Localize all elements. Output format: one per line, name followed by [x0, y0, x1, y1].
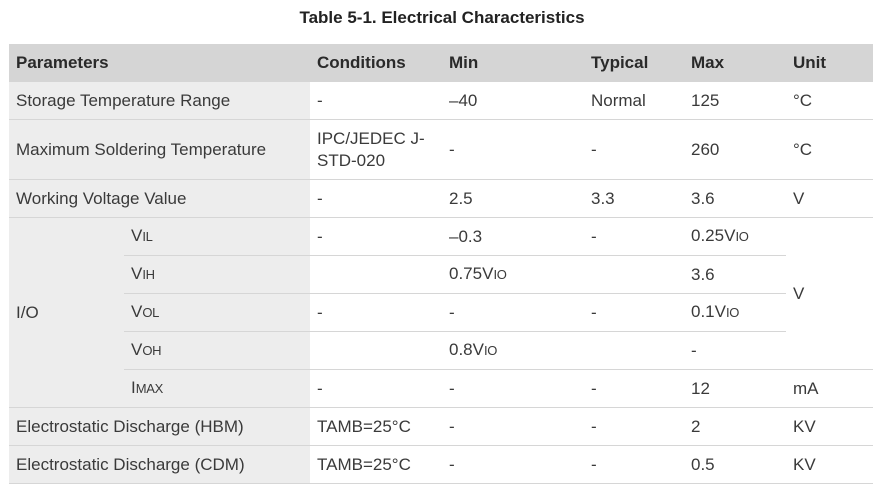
unit-cell: mA [786, 369, 873, 408]
symbol-cell-main: V [131, 302, 143, 321]
max-cell: 0.5 [684, 445, 786, 484]
typical-cell [584, 255, 684, 294]
unit-cell: °C [786, 82, 873, 120]
typical-cell: - [584, 369, 684, 408]
column-header: Parameters [9, 44, 310, 82]
table-title: Table 5-1. Electrical Characteristics [299, 8, 585, 27]
max-cell: 0.25VIO [684, 217, 786, 256]
typical-cell: - [584, 119, 684, 180]
column-header: Typical [584, 44, 684, 82]
unit-cell: °C [786, 119, 873, 180]
symbol-cell: VIL [124, 217, 310, 256]
max-cell-sub: IO [725, 305, 740, 320]
symbol-cell-sub: OL [142, 305, 160, 320]
max-cell: 125 [684, 82, 786, 120]
typical-cell [584, 331, 684, 370]
parameter-cell: Storage Temperature Range [9, 82, 310, 120]
conditions-cell: - [310, 82, 442, 120]
typical-cell: - [584, 293, 684, 332]
max-cell: 0.1VIO [684, 293, 786, 332]
min-cell: 0.8VIO [442, 331, 584, 370]
min-cell-sub: IO [483, 343, 498, 358]
symbol-cell-sub: MAX [135, 381, 164, 396]
symbol-cell: IMAX [124, 369, 310, 408]
min-cell: –40 [442, 82, 584, 120]
column-header: Min [442, 44, 584, 82]
parameter-cell: Maximum Soldering Temperature [9, 119, 310, 180]
symbol-cell: VIH [124, 255, 310, 294]
min-cell: - [442, 407, 584, 446]
min-cell: - [442, 369, 584, 408]
typical-cell: - [584, 445, 684, 484]
conditions-cell: - [310, 369, 442, 408]
io-row: VIH 0.75VIO 3.6 [9, 255, 873, 294]
column-header: Conditions [310, 44, 442, 82]
column-header: Unit [786, 44, 873, 82]
table-row: Working Voltage Value -2.5 3.3 3.6 V [9, 179, 873, 218]
unit-cell: V [786, 217, 873, 370]
typical-cell: Normal [584, 82, 684, 120]
io-row: IMAX - - -12 mA [9, 369, 873, 408]
symbol-cell-main: V [131, 264, 143, 283]
column-header: Max [684, 44, 786, 82]
io-row: VOH 0.8VIO - [9, 331, 873, 370]
table-row: Electrostatic Discharge (HBM) TAMB=25°C - -… [9, 407, 873, 446]
min-cell: - [442, 119, 584, 180]
min-cell-sub: IO [493, 267, 507, 282]
header-row: Parameters Conditions Min Typical Max Unit [9, 44, 873, 82]
table-row: Electrostatic Discharge (CDM) TAMB=25°C - -… [9, 445, 873, 484]
min-cell: - [442, 445, 584, 484]
unit-cell: KV [786, 407, 873, 446]
max-cell: 2 [684, 407, 786, 446]
max-cell: 12 [684, 369, 786, 408]
unit-cell: V [786, 179, 873, 218]
symbol-cell-sub: IH [142, 267, 155, 282]
conditions-cell: TAMB=25°C [310, 445, 442, 484]
max-cell: 260 [684, 119, 786, 180]
symbol-cell: VOH [124, 331, 310, 370]
symbol-cell-main: V [131, 340, 143, 359]
symbol-cell: VOL [124, 293, 310, 332]
max-cell: 3.6 [684, 255, 786, 294]
max-cell-main: 0.1V [691, 302, 726, 321]
conditions-cell: - [310, 179, 442, 218]
max-cell: 3.6 [684, 179, 786, 218]
max-cell-sub: IO [735, 229, 749, 244]
min-cell-main: 0.75V [449, 264, 494, 283]
parameter-cell: Electrostatic Discharge (HBM) [9, 407, 310, 446]
conditions-cell: IPC/JEDEC J-STD-020 [310, 119, 442, 180]
min-cell: –0.3 [442, 217, 584, 256]
conditions-cell: - [310, 217, 442, 256]
max-cell: - [684, 331, 786, 370]
max-cell-main: 0.25V [691, 226, 736, 245]
conditions-cell [310, 255, 442, 294]
spec-table: Parameters Conditions Min Typical Max Unit Sto… [9, 44, 873, 484]
min-cell: 0.75VIO [442, 255, 584, 294]
typical-cell: - [584, 407, 684, 446]
parameter-cell: Electrostatic Discharge (CDM) [9, 445, 310, 484]
conditions-cell: TAMB=25°C [310, 407, 442, 446]
conditions-cell [310, 331, 442, 370]
parameter-cell: Working Voltage Value [9, 179, 310, 218]
io-row: I/O VIL - –0.3-0.25VIO V [9, 217, 873, 408]
min-cell-main: 0.8V [449, 340, 484, 359]
table-row: Storage Temperature Range - –40 Normal 125 °C [9, 82, 873, 120]
io-label: I/O [9, 217, 124, 408]
typical-cell: - [584, 217, 684, 256]
min-cell: - [442, 293, 584, 332]
table-row: Maximum Soldering Temperature IPC/JEDEC J… [9, 119, 873, 180]
typical-cell: 3.3 [584, 179, 684, 218]
conditions-cell: - [310, 293, 442, 332]
symbol-cell-sub: IL [142, 229, 153, 244]
symbol-cell-main: I [131, 378, 136, 397]
min-cell: 2.5 [442, 179, 584, 218]
io-row: VOL - - -0.1VIO [9, 293, 873, 332]
symbol-cell-sub: OH [142, 343, 162, 358]
symbol-cell-main: V [131, 226, 143, 245]
unit-cell: KV [786, 445, 873, 484]
